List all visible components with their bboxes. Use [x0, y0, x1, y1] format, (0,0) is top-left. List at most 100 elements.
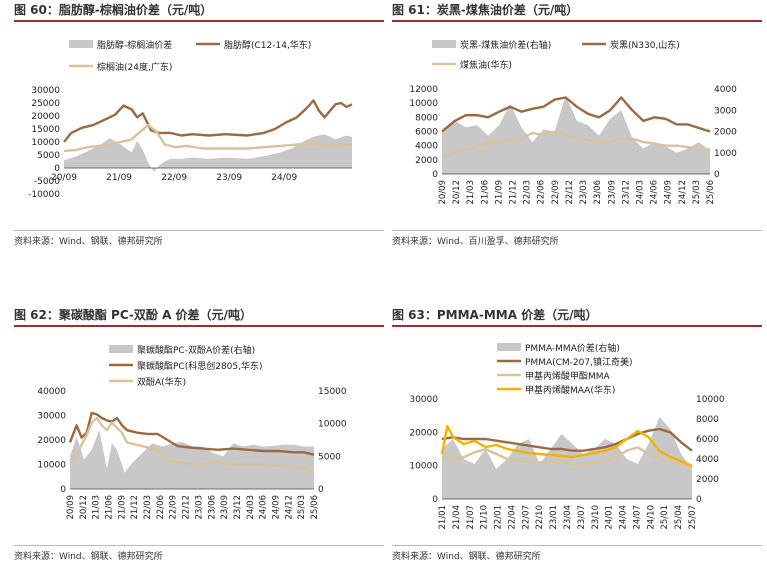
y2-tick-label: 3000 — [714, 106, 737, 116]
y-tick-label: 0 — [432, 495, 438, 505]
y-tick-label: 15000 — [31, 125, 60, 135]
x-tick-label: 24/09 — [271, 495, 281, 520]
legend-label: 煤焦油(华东) — [460, 59, 512, 71]
x-tick-label: 21/06 — [480, 180, 490, 205]
x-tick-label: 21/12 — [509, 180, 519, 205]
y2-tick-label: 2000 — [714, 128, 737, 138]
y2-tick-label: 15000 — [318, 387, 347, 397]
x-tick-label: 22/06 — [537, 180, 547, 205]
series-line-炭黑(N330,山东) — [441, 96, 711, 133]
x-tick-label: 25/04 — [674, 505, 684, 530]
x-tick-label: 23/04 — [563, 505, 573, 530]
legend-label: 炭黑(N330,山东) — [610, 39, 680, 51]
y2-tick-label: 1000 — [714, 149, 737, 159]
chart-60: 30000 25000 20000 15000 10000 5000 0 -5000 -1000… — [28, 39, 353, 200]
x-tick-label: 23/12 — [621, 180, 631, 205]
series-line-聚碳酸酯PC(科思创2805,华东) — [68, 411, 315, 456]
legend-label: 聚碳酸酯PC-双酚A价差(右轴) — [137, 344, 255, 356]
x-tick-label: 22/01 — [494, 505, 504, 530]
y-tick-label: 40000 — [37, 387, 66, 397]
x-tick-label: 21/12 — [130, 495, 140, 520]
x-tick-label: 20/12 — [452, 180, 462, 205]
series-line-煤焦油(华东) — [441, 130, 710, 158]
series-line-双酚A(华东) — [69, 416, 315, 472]
x-tick-label: 21/09 — [117, 495, 127, 520]
chart-panel-60: 图 60：脂肪醇-棕榈油价差（元/吨） 30000 25000 20000 15000… — [14, 0, 384, 280]
y-tick-label: 10000 — [409, 462, 438, 472]
series-area-聚碳酸酯PC-双酚A价差(右轴) — [70, 430, 314, 489]
x-tick-label: 21/03 — [466, 180, 476, 205]
legend-swatch — [432, 40, 456, 48]
legend-label: PMMA-MMA价差(右轴) — [525, 342, 620, 354]
y-tick-label: 0 — [432, 170, 438, 180]
series-line-棕榈油(24度,广东) — [63, 123, 353, 153]
y-tick-label: 2000 — [415, 156, 438, 166]
y2-tick-label: 2000 — [696, 475, 719, 485]
y-tick-label: 30000 — [31, 86, 60, 96]
x-tick-label: 23/03 — [579, 180, 589, 205]
series-area-脂肪醇-棕榈油价差 — [64, 134, 352, 172]
x-tick-label: 22/04 — [507, 505, 517, 530]
y2-tick-label: 4000 — [696, 455, 719, 465]
x-tick-label: 21/09 — [494, 180, 504, 205]
y-tick-label: 30000 — [409, 395, 438, 405]
x-tick-label: 20/09 — [51, 173, 77, 183]
y-tick-label: 12000 — [409, 85, 438, 95]
legend-label: 双酚A(华东) — [137, 376, 186, 388]
legend-label: 脂肪醇(C12-14,华东) — [224, 39, 311, 51]
x-tick-label: 23/10 — [591, 505, 601, 530]
y2-tick-label: 4000 — [714, 85, 737, 95]
legend-label: 棕榈油(24度,广东) — [97, 61, 172, 73]
y-tick-label: 10000 — [409, 99, 438, 109]
x-tick-label: 24/12 — [284, 495, 294, 520]
chart-title-63: 图 63：PMMA-MMA 价差（元/吨） — [392, 305, 762, 327]
legend-label: 甲基丙烯酸MAA(华东) — [525, 384, 615, 396]
y2-tick-label: 0 — [696, 495, 702, 505]
x-tick-label: 21/01 — [438, 505, 448, 530]
chart-panel-63: 图 63：PMMA-MMA 价差（元/吨） 30000 20000 10000 0 10… — [392, 305, 762, 585]
y-tick-label: 5000 — [37, 151, 60, 161]
x-tick-label: 20/09 — [438, 180, 448, 205]
series-area-PMMA-MMA价差(右轴) — [442, 417, 692, 499]
y-tick-label: 10000 — [37, 461, 66, 471]
x-tick-label: 23/09 — [607, 180, 617, 205]
y-tick-label: 4000 — [415, 142, 438, 152]
x-tick-label: 22/07 — [521, 505, 531, 530]
y-tick-label: 20000 — [409, 428, 438, 438]
x-tick-label: 22/09 — [551, 180, 561, 205]
x-tick-label: 24/12 — [678, 180, 688, 205]
chart-title-62: 图 62：聚碳酸酯 PC-双酚 A 价差（元/吨） — [14, 305, 384, 327]
x-tick-label: 24/03 — [635, 180, 645, 205]
chart-61: 1200010000800060004000200004000300020001… — [409, 39, 737, 205]
series-line-甲基丙烯酸MAA(华东) — [440, 424, 693, 468]
y-tick-label: 20000 — [37, 436, 66, 446]
x-tick-label: 21/06 — [105, 495, 115, 520]
legend-label: PMMA(CM-207,镇江奇美) — [525, 356, 632, 368]
chart-62: 40000300002000010000015000100005000020/0… — [37, 344, 347, 520]
x-tick-label: 23/12 — [233, 495, 243, 520]
y-tick-label: -10000 — [28, 190, 60, 200]
legend-label: 聚碳酸酯PC(科思创2805,华东) — [137, 360, 263, 372]
series-line-PMMA(CM-207,镇江奇美) — [441, 427, 693, 452]
y-tick-label: 10000 — [31, 138, 60, 148]
legend-swatch — [69, 40, 93, 48]
x-tick-label: 25/03 — [297, 495, 307, 520]
chart-panel-61: 图 61：炭黑-煤焦油价差（元/吨） 12000 10000 8000 6000 400… — [392, 0, 762, 280]
x-tick-label: 21/03 — [92, 495, 102, 520]
y-tick-label: 20000 — [31, 112, 60, 122]
x-tick-label: 23/07 — [577, 505, 587, 530]
y2-tick-label: 0 — [318, 485, 324, 495]
y2-tick-label: 6000 — [696, 435, 719, 445]
y2-tick-label: 10000 — [318, 420, 347, 430]
x-tick-label: 25/07 — [688, 505, 698, 530]
x-tick-label: 20/12 — [79, 495, 89, 520]
x-tick-label: 24/03 — [246, 495, 256, 520]
x-tick-label: 22/10 — [535, 505, 545, 530]
x-tick-label: 25/06 — [706, 180, 716, 205]
x-tick-label: 23/03 — [194, 495, 204, 520]
x-tick-label: 25/01 — [660, 505, 670, 530]
y-tick-label: -5000 — [34, 177, 60, 187]
x-tick-label: 24/06 — [650, 180, 660, 205]
x-tick-label: 22/09 — [161, 173, 187, 183]
x-tick-label: 21/04 — [452, 505, 462, 530]
